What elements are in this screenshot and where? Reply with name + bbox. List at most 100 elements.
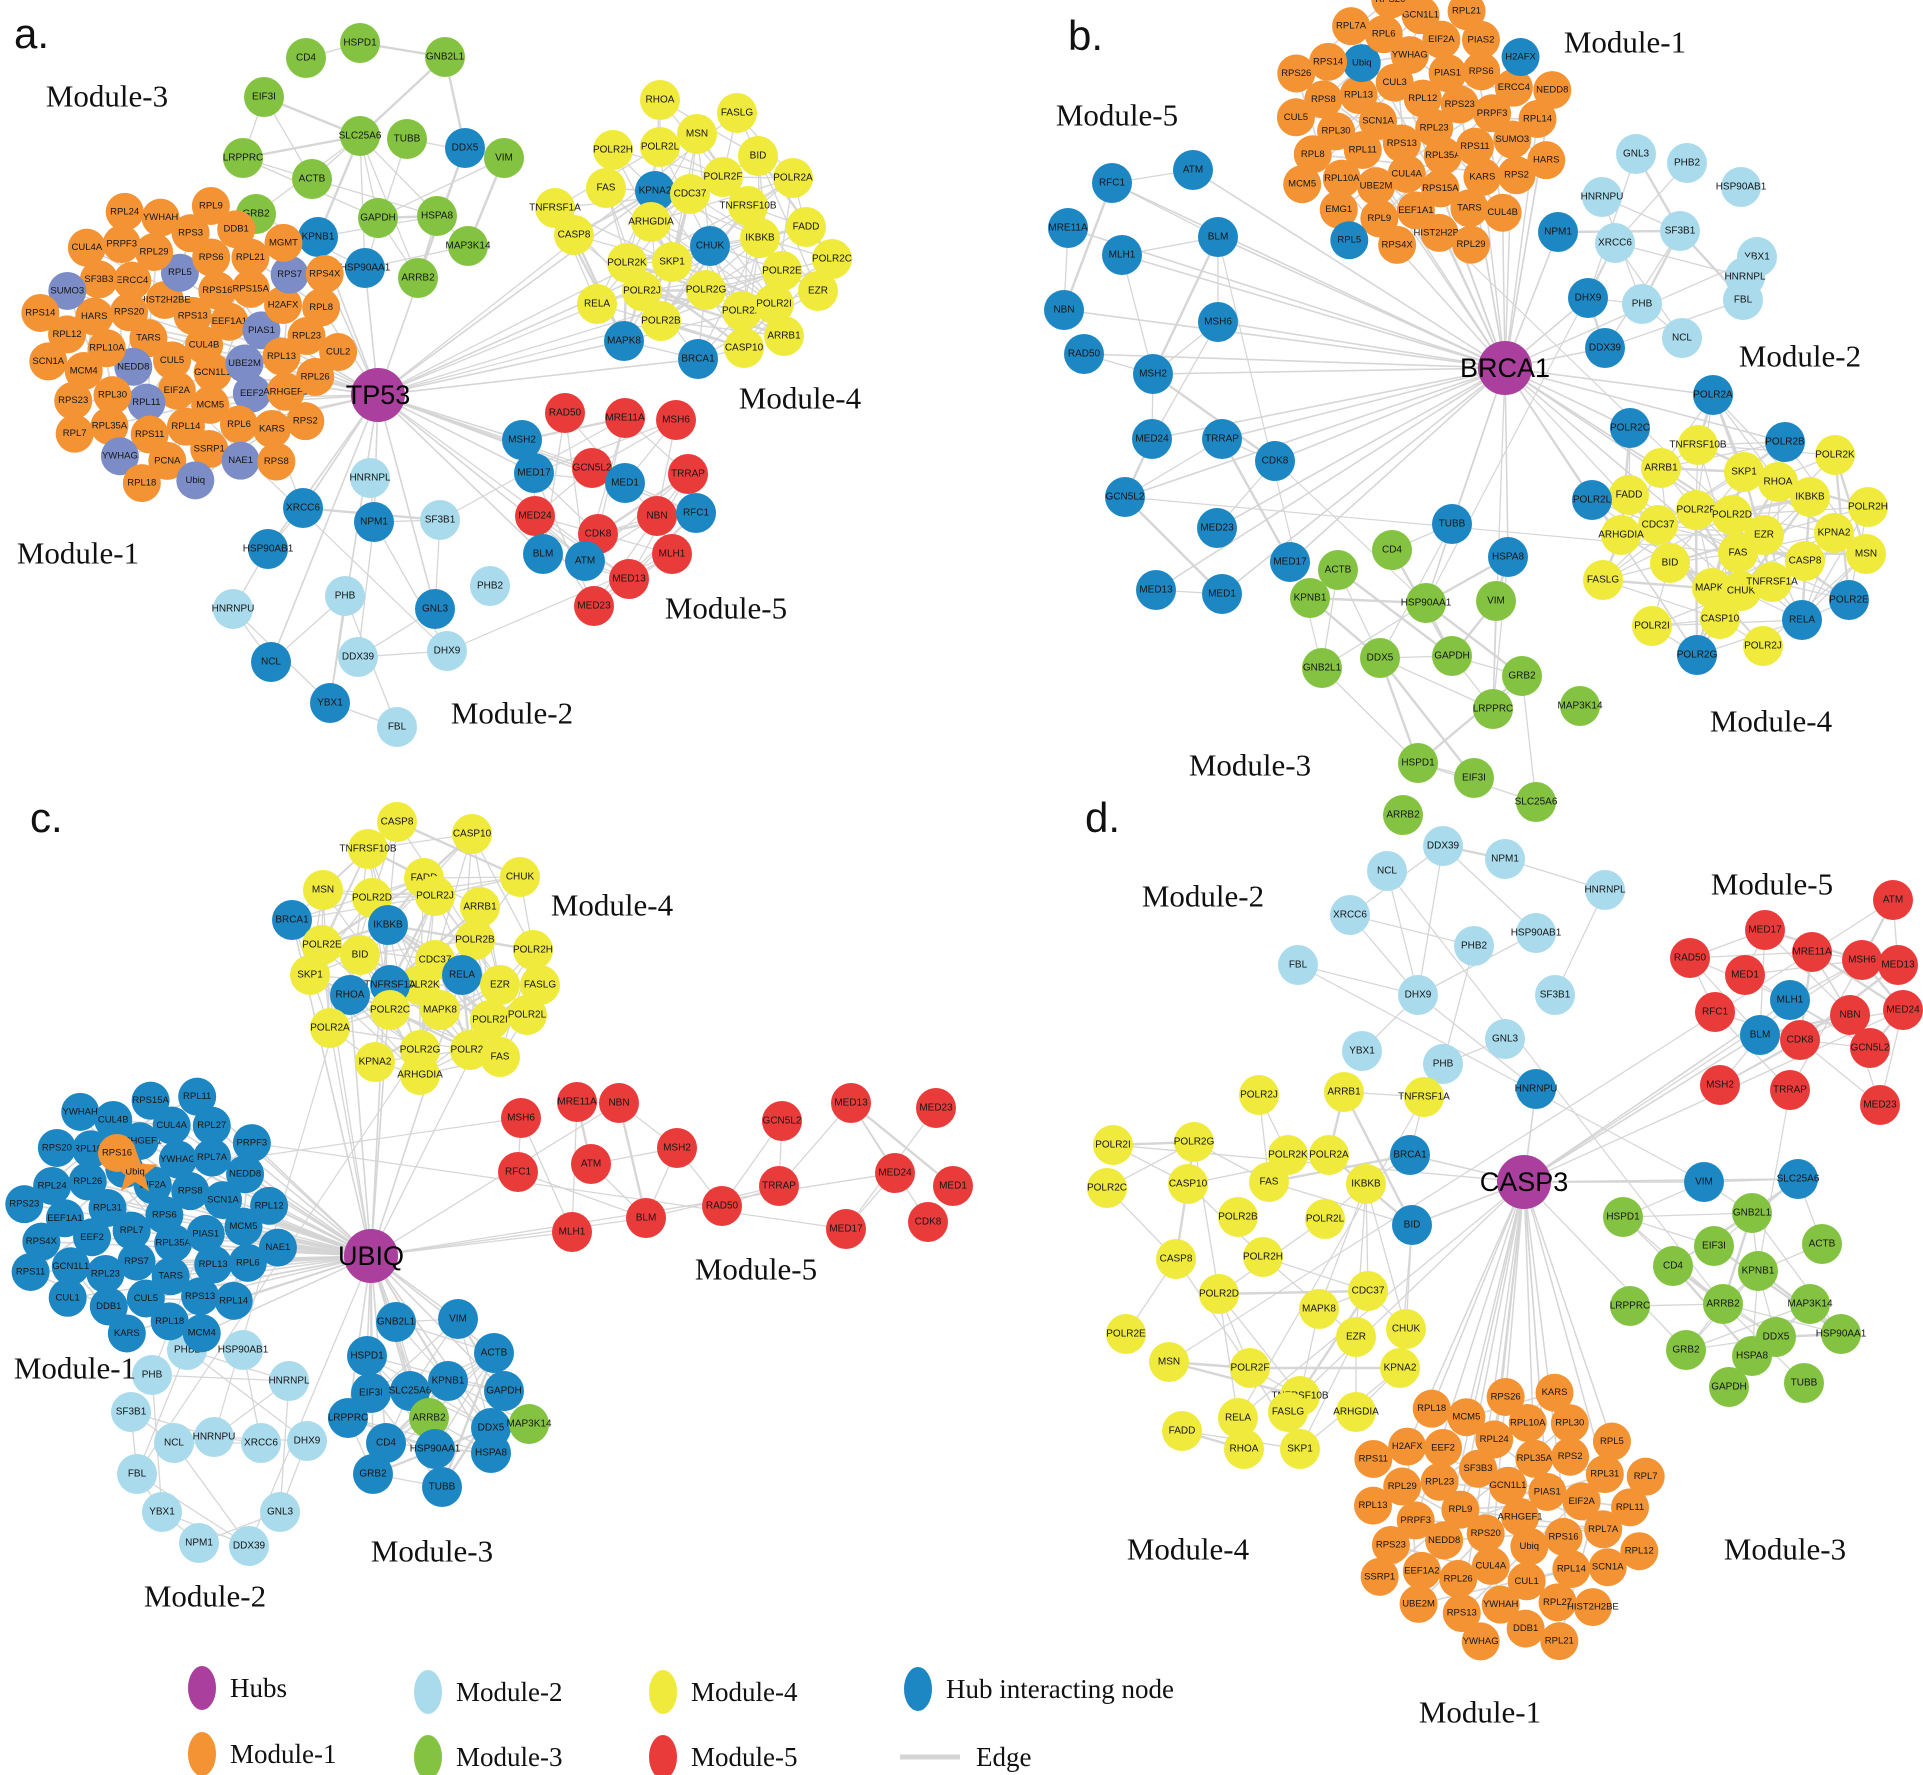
node-FBL[interactable]: FBL xyxy=(117,1454,157,1494)
node-NEDD8[interactable]: NEDD8 xyxy=(1533,71,1572,110)
node-CHUK[interactable]: CHUK xyxy=(1386,1309,1426,1349)
node-MLH1[interactable]: MLH1 xyxy=(1102,235,1142,275)
node-GCN5L2[interactable]: GCN5L2 xyxy=(762,1101,802,1141)
node-RPL29[interactable]: RPL29 xyxy=(135,233,174,272)
node-MED24[interactable]: MED24 xyxy=(1883,990,1923,1030)
node-CASP10[interactable]: CASP10 xyxy=(724,328,764,368)
node-NAE1[interactable]: NAE1 xyxy=(258,1228,297,1267)
node-CUL4A[interactable]: CUL4A xyxy=(67,228,106,267)
node-CD4[interactable]: CD4 xyxy=(1372,530,1412,570)
node-POLR2B[interactable]: POLR2B xyxy=(1218,1197,1258,1237)
node-HSPD1[interactable]: HSPD1 xyxy=(347,1336,387,1376)
node-HSP90AA1[interactable]: HSP90AA1 xyxy=(340,248,391,288)
node-YBX1[interactable]: YBX1 xyxy=(142,1492,182,1532)
node-POLR2D[interactable]: POLR2D xyxy=(1199,1274,1239,1314)
node-MSH6[interactable]: MSH6 xyxy=(656,400,696,440)
node-RPS16[interactable]: RPS16 xyxy=(1544,1517,1583,1556)
node-RPL13[interactable]: RPL13 xyxy=(1354,1486,1393,1525)
node-ARRB2[interactable]: ARRB2 xyxy=(1383,795,1423,835)
node-POLR2H[interactable]: POLR2H xyxy=(1243,1237,1283,1277)
node-RPS15A[interactable]: RPS15A xyxy=(131,1081,170,1120)
node-CASP10[interactable]: CASP10 xyxy=(452,814,492,854)
node-MSH6[interactable]: MSH6 xyxy=(501,1098,541,1138)
node-RPS20[interactable]: RPS20 xyxy=(37,1128,76,1167)
node-KARS[interactable]: KARS xyxy=(1535,1373,1574,1412)
node-RHOA[interactable]: RHOA xyxy=(1224,1429,1264,1469)
node-BRCA1[interactable]: BRCA1 xyxy=(678,339,718,379)
node-GNL3[interactable]: GNL3 xyxy=(1485,1019,1525,1059)
node-MED13[interactable]: MED13 xyxy=(1878,945,1918,985)
node-RFC1[interactable]: RFC1 xyxy=(676,493,716,533)
node-SCN1A[interactable]: SCN1A xyxy=(29,342,68,381)
node-RPL7[interactable]: RPL7 xyxy=(55,414,94,453)
node-MSH2[interactable]: MSH2 xyxy=(1133,354,1173,394)
node-RPL7[interactable]: RPL7 xyxy=(1626,1457,1665,1496)
node-GRB2[interactable]: GRB2 xyxy=(1502,656,1542,696)
node-RPS26[interactable]: RPS26 xyxy=(1486,1377,1525,1416)
node-RPL14[interactable]: RPL14 xyxy=(214,1281,253,1320)
node-EZR[interactable]: EZR xyxy=(798,271,838,311)
node-CASP10[interactable]: CASP10 xyxy=(1168,1164,1208,1204)
hub-CASP3[interactable]: CASP3 xyxy=(1480,1155,1569,1209)
node-MED23[interactable]: MED23 xyxy=(1197,508,1237,548)
node-POLR2L[interactable]: POLR2L xyxy=(507,995,547,1035)
node-RPL26[interactable]: RPL26 xyxy=(68,1162,107,1201)
node-POLR2F[interactable]: POLR2F xyxy=(1676,490,1716,530)
node-GAPDH[interactable]: GAPDH xyxy=(358,198,398,238)
node-RPL6[interactable]: RPL6 xyxy=(219,405,258,444)
node-SF3B1[interactable]: SF3B1 xyxy=(420,500,460,540)
node-GNB2L1[interactable]: GNB2L1 xyxy=(425,37,465,77)
node-NPM1[interactable]: NPM1 xyxy=(1485,839,1525,879)
node-MED23[interactable]: MED23 xyxy=(574,586,614,626)
node-VIM[interactable]: VIM xyxy=(438,1299,478,1339)
node-RFC1[interactable]: RFC1 xyxy=(1695,992,1735,1032)
node-RPS13[interactable]: RPS13 xyxy=(181,1277,220,1316)
node-CD4[interactable]: CD4 xyxy=(1653,1246,1693,1286)
node-CD4[interactable]: CD4 xyxy=(286,38,326,78)
node-UBE2M[interactable]: UBE2M xyxy=(1399,1584,1438,1623)
node-MCM5[interactable]: MCM5 xyxy=(1283,165,1322,204)
node-EIF3I[interactable]: EIF3I xyxy=(1694,1226,1734,1266)
node-FADD[interactable]: FADD xyxy=(1609,475,1649,515)
node-MSN[interactable]: MSN xyxy=(1149,1342,1189,1382)
node-SF3B1[interactable]: SF3B1 xyxy=(111,1392,151,1432)
node-FBL[interactable]: FBL xyxy=(1723,280,1763,320)
node-KPNA2[interactable]: KPNA2 xyxy=(1380,1348,1420,1388)
node-XRCC6[interactable]: XRCC6 xyxy=(1330,895,1370,935)
node-MSN[interactable]: MSN xyxy=(303,870,343,910)
node-CUL2[interactable]: CUL2 xyxy=(319,333,358,372)
node-BID[interactable]: BID xyxy=(340,935,380,975)
node-YWHAG[interactable]: YWHAG xyxy=(158,1140,197,1179)
node-HNRNPL[interactable]: HNRNPL xyxy=(349,458,391,498)
node-RPL6[interactable]: RPL6 xyxy=(1364,15,1403,54)
node-CUL4B[interactable]: CUL4B xyxy=(94,1100,133,1139)
node-GRB2[interactable]: GRB2 xyxy=(353,1454,393,1494)
node-RPL9[interactable]: RPL9 xyxy=(191,186,230,225)
node-RPL24[interactable]: RPL24 xyxy=(105,192,144,231)
node-RPS7[interactable]: RPS7 xyxy=(270,255,309,294)
node-NCL[interactable]: NCL xyxy=(1662,318,1702,358)
node-GNB2L1[interactable]: GNB2L1 xyxy=(376,1302,416,1342)
node-RHOA[interactable]: RHOA xyxy=(640,80,680,120)
node-DDX5[interactable]: DDX5 xyxy=(1360,638,1400,678)
node-RELA[interactable]: RELA xyxy=(1782,600,1822,640)
node-MED17[interactable]: MED17 xyxy=(1745,910,1785,950)
node-RPL5[interactable]: RPL5 xyxy=(1330,221,1369,260)
node-GAPDH[interactable]: GAPDH xyxy=(484,1371,524,1411)
node-CASP8[interactable]: CASP8 xyxy=(1785,541,1825,581)
node-IKBKB[interactable]: IKBKB xyxy=(368,905,408,945)
node-KARS[interactable]: KARS xyxy=(252,409,291,448)
node-TRRAP[interactable]: TRRAP xyxy=(759,1166,799,1206)
node-CDK8[interactable]: CDK8 xyxy=(908,1202,948,1242)
node-POLR2B[interactable]: POLR2B xyxy=(1765,422,1805,462)
node-POLR2E[interactable]: POLR2E xyxy=(1829,580,1869,620)
node-DHX9[interactable]: DHX9 xyxy=(1568,278,1608,318)
node-RPS11[interactable]: RPS11 xyxy=(1354,1439,1393,1478)
node-CHUK[interactable]: CHUK xyxy=(500,857,540,897)
node-POLR2L[interactable]: POLR2L xyxy=(1572,480,1612,520)
node-RPL18[interactable]: RPL18 xyxy=(1412,1389,1451,1428)
node-FAS[interactable]: FAS xyxy=(1249,1162,1289,1202)
node-FADD[interactable]: FADD xyxy=(786,207,826,247)
node-YBX1[interactable]: YBX1 xyxy=(310,683,350,723)
node-H2AFX[interactable]: H2AFX xyxy=(1501,38,1540,77)
